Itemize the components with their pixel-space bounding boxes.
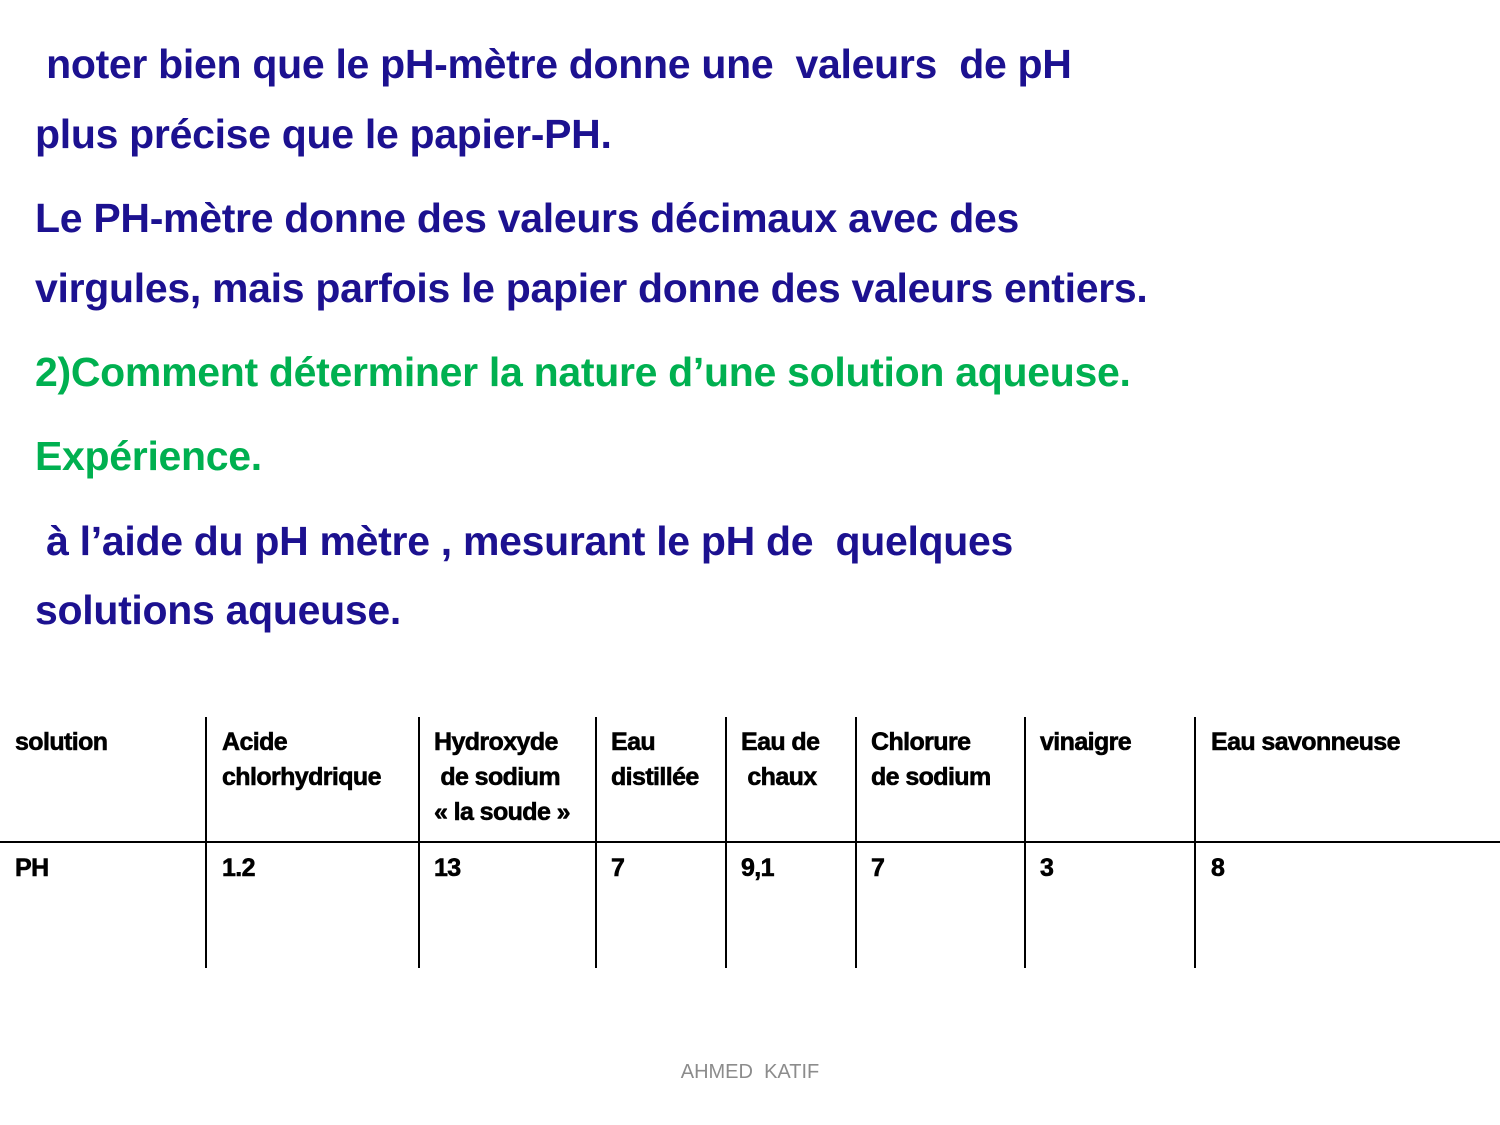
column-divider <box>725 717 727 968</box>
table-header-cell: Acide chlorhydrique <box>222 728 382 792</box>
table-cell: 9,1 <box>741 854 775 883</box>
table-cell: 1.2 <box>222 854 256 883</box>
table-header-cell: Hydroxyde de sodium « la soude » <box>434 728 571 827</box>
subheading: Expérience. <box>35 433 262 479</box>
paragraph-line: à l’aide du pH mètre , mesurant le pH de… <box>35 518 1014 564</box>
column-divider <box>205 717 207 968</box>
table-cell: 3 <box>1040 854 1055 883</box>
column-divider <box>1024 717 1026 968</box>
section-heading: 2)Comment déterminer la nature d’une sol… <box>35 349 1131 395</box>
column-divider <box>595 717 597 968</box>
table-header-cell: Eau distillée <box>611 728 700 792</box>
table-header-cell: Eau savonneuse <box>1211 728 1401 757</box>
paragraph-line: noter bien que le pH-mètre donne une val… <box>35 41 1072 87</box>
paragraph-line: virgules, mais parfois le papier donne d… <box>35 265 1148 311</box>
paragraph-line: solutions aqueuse. <box>35 587 401 633</box>
table-header-cell: vinaigre <box>1040 728 1132 757</box>
table-cell: PH <box>15 854 50 883</box>
table-cell: 8 <box>1211 854 1226 883</box>
table-divider <box>0 841 1500 843</box>
footer-author: AHMED KATIF <box>680 1061 820 1083</box>
column-divider <box>418 717 420 968</box>
table-cell: 13 <box>434 854 462 883</box>
column-divider <box>1194 717 1196 968</box>
paragraph-line: plus précise que le papier-PH. <box>35 111 612 157</box>
paragraph-line: Le PH-mètre donne des valeurs décimaux a… <box>35 195 1019 241</box>
table-header-cell: Eau de chaux <box>741 728 821 792</box>
column-divider <box>855 717 857 968</box>
table-cell: 7 <box>871 854 886 883</box>
table-header-cell: Chlorure de sodium <box>871 728 992 792</box>
table-header-cell: solution <box>15 728 109 757</box>
table-cell: 7 <box>611 854 626 883</box>
